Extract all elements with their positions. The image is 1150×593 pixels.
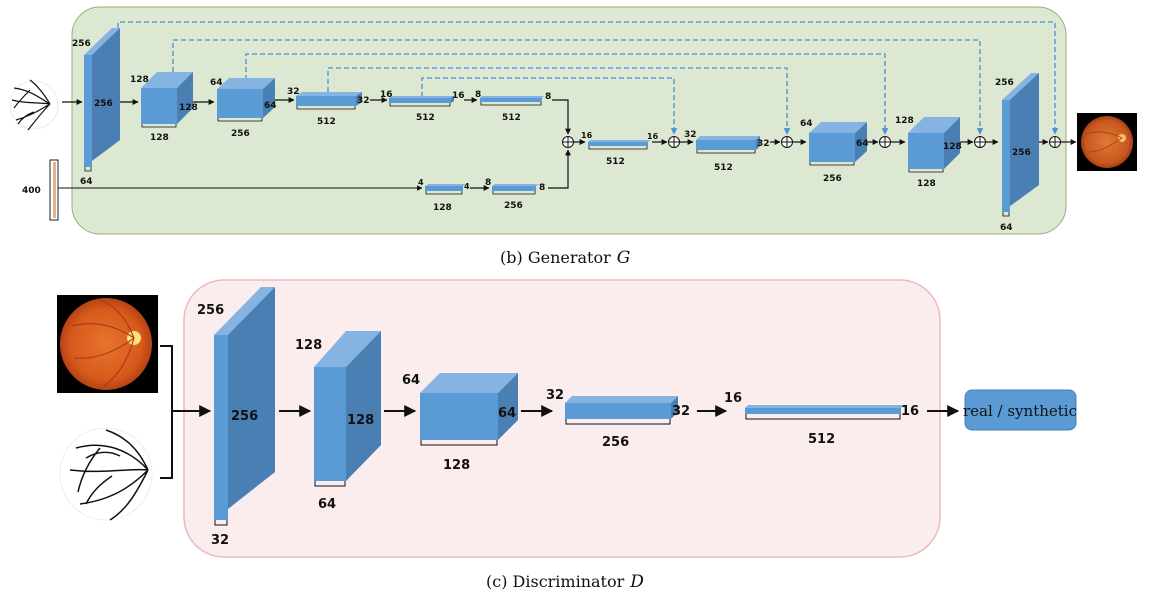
- noise-block-2: 8 8 256: [485, 178, 545, 211]
- svg-text:16: 16: [452, 91, 465, 101]
- discriminator-caption: (c) Discriminator D: [486, 572, 644, 592]
- encoder-block-3: 64 64 256: [210, 78, 277, 139]
- svg-text:32: 32: [757, 139, 770, 149]
- svg-text:16: 16: [380, 90, 393, 100]
- noise-vector: [49, 159, 59, 221]
- svg-text:64: 64: [856, 139, 869, 149]
- svg-text:64: 64: [264, 101, 277, 111]
- generator-output-fundus-image: [1077, 113, 1137, 171]
- svg-text:256: 256: [231, 409, 258, 424]
- noise-size-label: 400: [22, 186, 41, 196]
- svg-text:16: 16: [647, 132, 659, 141]
- svg-text:128: 128: [130, 75, 149, 85]
- svg-text:64: 64: [1000, 223, 1013, 233]
- svg-text:32: 32: [672, 404, 690, 419]
- decoder-block-1: 16 16 512: [581, 131, 659, 167]
- svg-text:128: 128: [443, 458, 470, 473]
- svg-text:512: 512: [502, 113, 521, 123]
- discriminator-output-box: real / synthetic: [963, 389, 1077, 431]
- svg-text:64: 64: [80, 177, 93, 187]
- svg-text:128: 128: [917, 179, 936, 189]
- svg-text:128: 128: [347, 413, 374, 428]
- svg-text:64: 64: [210, 78, 223, 88]
- svg-text:64: 64: [318, 497, 336, 512]
- svg-text:8: 8: [545, 92, 551, 102]
- svg-text:256: 256: [94, 99, 113, 109]
- svg-text:16: 16: [724, 391, 742, 406]
- svg-text:32: 32: [546, 388, 564, 403]
- svg-text:256: 256: [602, 435, 629, 450]
- svg-text:32: 32: [357, 96, 370, 106]
- discriminator-panel: 256 256 32 128 128 64 64 64 128: [57, 279, 1077, 592]
- svg-text:64: 64: [800, 119, 813, 129]
- svg-text:8: 8: [475, 90, 481, 100]
- generator-background: [71, 6, 1067, 235]
- svg-text:256: 256: [995, 78, 1014, 88]
- noise-block-1: 4 4 128: [418, 178, 470, 213]
- discriminator-block-2: 128 128 64: [295, 331, 381, 512]
- svg-text:4: 4: [418, 178, 424, 187]
- skip-connections: [117, 21, 1059, 135]
- discriminator-input-fundus-image: [57, 295, 158, 393]
- svg-text:256: 256: [231, 129, 250, 139]
- sum-nodes: [562, 136, 1061, 148]
- decoder-block-3: 64 64 256: [800, 119, 869, 184]
- discriminator-input-vessel-image: [57, 424, 158, 525]
- svg-text:16: 16: [901, 404, 919, 419]
- svg-text:8: 8: [539, 183, 545, 193]
- svg-text:256: 256: [197, 303, 224, 318]
- svg-text:128: 128: [943, 142, 962, 152]
- svg-text:256: 256: [823, 174, 842, 184]
- decoder-block-5: 256 256 64: [995, 73, 1039, 233]
- discriminator-output-label: real / synthetic: [963, 402, 1077, 420]
- svg-text:128: 128: [295, 338, 322, 353]
- encoder-block-5: 16 16 512: [380, 90, 465, 123]
- svg-text:256: 256: [504, 201, 523, 211]
- svg-text:32: 32: [287, 87, 300, 97]
- encoder-block-2: 128 128 128: [130, 72, 198, 143]
- svg-text:512: 512: [606, 157, 625, 167]
- svg-text:32: 32: [684, 130, 697, 140]
- generator-panel: 400 256 256 64 128 128: [6, 6, 1137, 268]
- encoder-block-4: 32 32 512: [287, 87, 370, 127]
- discriminator-block-4: 32 32 256: [546, 388, 690, 450]
- encoder-block-1: 256 256 64: [72, 28, 120, 187]
- discriminator-block-5: 16 16 512: [724, 391, 919, 447]
- svg-text:4: 4: [464, 182, 470, 191]
- svg-text:128: 128: [150, 133, 169, 143]
- decoder-block-4: 128 128 128: [895, 116, 962, 189]
- svg-text:128: 128: [179, 103, 198, 113]
- svg-text:8: 8: [485, 178, 491, 188]
- discriminator-block-1: 256 256 32: [197, 287, 275, 548]
- decoder-block-2: 32 32 512: [684, 130, 770, 173]
- svg-text:512: 512: [317, 117, 336, 127]
- svg-text:32: 32: [211, 533, 229, 548]
- svg-text:256: 256: [72, 39, 91, 49]
- generator-input-vessel-image: [6, 76, 62, 136]
- svg-text:512: 512: [808, 432, 835, 447]
- discriminator-block-3: 64 64 128: [402, 373, 518, 473]
- svg-text:64: 64: [402, 373, 420, 388]
- svg-text:128: 128: [895, 116, 914, 126]
- svg-text:512: 512: [714, 163, 733, 173]
- svg-text:512: 512: [416, 113, 435, 123]
- generator-caption: (b) Generator G: [500, 248, 630, 268]
- svg-text:256: 256: [1012, 148, 1031, 158]
- svg-text:64: 64: [498, 406, 516, 421]
- encoder-block-6: 8 8 512: [475, 90, 551, 123]
- svg-text:128: 128: [433, 203, 452, 213]
- svg-text:16: 16: [581, 131, 593, 140]
